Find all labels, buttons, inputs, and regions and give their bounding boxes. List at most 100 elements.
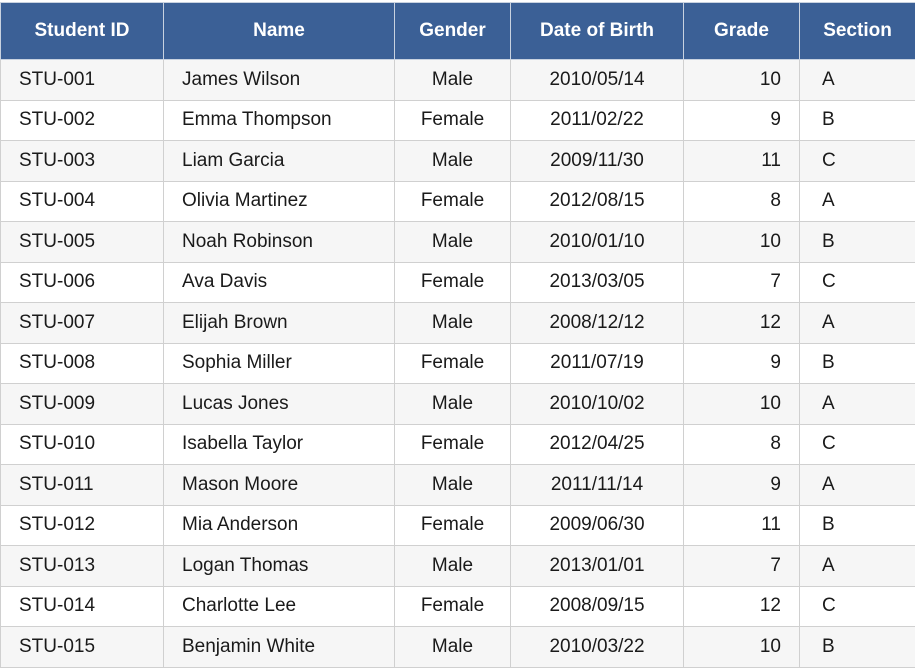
table-cell: Female (394, 261, 511, 303)
table-cell: STU-008 (0, 342, 164, 384)
table-cell: STU-005 (0, 221, 164, 263)
table-cell: B (799, 221, 915, 263)
table-cell: 2011/07/19 (510, 342, 684, 384)
header-row: Student ID Name Gender Date of Birth Grade Se… (0, 2, 915, 60)
table-cell: B (799, 342, 915, 384)
table-header: Student ID Name Gender Date of Birth Grade Se… (0, 2, 915, 60)
column-header: Date of Birth (510, 2, 684, 60)
table-cell: STU-009 (0, 383, 164, 425)
table-cell: 11 (683, 504, 800, 546)
column-header: Section (799, 2, 915, 60)
table-cell: A (799, 464, 915, 506)
table-cell: Olivia Martinez (163, 180, 395, 222)
table-cell: STU-007 (0, 302, 164, 344)
table-cell: Female (394, 585, 511, 627)
table-body: STU-001 James Wilson Male 2010/05/14 10 A STU-… (0, 59, 915, 668)
table-cell: Logan Thomas (163, 545, 395, 587)
table-cell: STU-010 (0, 423, 164, 465)
table-row: STU-011 Mason Moore Male 2011/11/14 9 A (0, 464, 915, 506)
table-cell: Female (394, 99, 511, 141)
table-cell: 2008/09/15 (510, 585, 684, 627)
table-row: STU-003 Liam Garcia Male 2009/11/30 11 C (0, 140, 915, 182)
table-cell: 11 (683, 140, 800, 182)
table-cell: B (799, 504, 915, 546)
table-cell: Male (394, 140, 511, 182)
table-cell: Female (394, 504, 511, 546)
table-cell: STU-001 (0, 59, 164, 101)
table-cell: Female (394, 423, 511, 465)
table-cell: Emma Thompson (163, 99, 395, 141)
table-cell: Noah Robinson (163, 221, 395, 263)
table-cell: 10 (683, 626, 800, 668)
table-cell: 12 (683, 302, 800, 344)
table-cell: STU-011 (0, 464, 164, 506)
table-cell: STU-012 (0, 504, 164, 546)
table-cell: 2010/05/14 (510, 59, 684, 101)
table-row: STU-008 Sophia Miller Female 2011/07/19 9 B (0, 342, 915, 384)
table-cell: C (799, 423, 915, 465)
table-cell: Liam Garcia (163, 140, 395, 182)
table-cell: 2010/01/10 (510, 221, 684, 263)
table-cell: A (799, 302, 915, 344)
column-header: Gender (394, 2, 511, 60)
table-row: STU-012 Mia Anderson Female 2009/06/30 11 B (0, 504, 915, 546)
table-cell: 7 (683, 261, 800, 303)
column-header: Student ID (0, 2, 164, 60)
table-cell: STU-002 (0, 99, 164, 141)
table-cell: B (799, 626, 915, 668)
table-cell: STU-014 (0, 585, 164, 627)
table-cell: 9 (683, 99, 800, 141)
table-cell: 2013/01/01 (510, 545, 684, 587)
table-cell: Female (394, 180, 511, 222)
column-header: Name (163, 2, 395, 60)
table-cell: Benjamin White (163, 626, 395, 668)
table-row: STU-002 Emma Thompson Female 2011/02/22 9 B (0, 99, 915, 141)
table-cell: STU-013 (0, 545, 164, 587)
table-row: STU-015 Benjamin White Male 2010/03/22 10 B (0, 626, 915, 668)
table-cell: 2010/03/22 (510, 626, 684, 668)
table-cell: 2012/08/15 (510, 180, 684, 222)
table-cell: STU-006 (0, 261, 164, 303)
table-cell: Mia Anderson (163, 504, 395, 546)
table-row: STU-009 Lucas Jones Male 2010/10/02 10 A (0, 383, 915, 425)
table-cell: Elijah Brown (163, 302, 395, 344)
table-cell: Mason Moore (163, 464, 395, 506)
table-cell: 10 (683, 221, 800, 263)
table-cell: 2009/06/30 (510, 504, 684, 546)
table-cell: A (799, 545, 915, 587)
table-cell: A (799, 383, 915, 425)
table-cell: 2012/04/25 (510, 423, 684, 465)
table-row: STU-004 Olivia Martinez Female 2012/08/15 8 A (0, 180, 915, 222)
table-cell: James Wilson (163, 59, 395, 101)
table-cell: 2011/02/22 (510, 99, 684, 141)
table-cell: STU-004 (0, 180, 164, 222)
table-cell: 7 (683, 545, 800, 587)
table-cell: STU-003 (0, 140, 164, 182)
table-cell: Male (394, 221, 511, 263)
table-cell: Ava Davis (163, 261, 395, 303)
table-cell: Isabella Taylor (163, 423, 395, 465)
table-cell: B (799, 99, 915, 141)
table-cell: Male (394, 383, 511, 425)
table-cell: 2008/12/12 (510, 302, 684, 344)
table-cell: Sophia Miller (163, 342, 395, 384)
table-cell: C (799, 140, 915, 182)
table-cell: Male (394, 626, 511, 668)
table-cell: Male (394, 545, 511, 587)
table-row: STU-007 Elijah Brown Male 2008/12/12 12 A (0, 302, 915, 344)
table-cell: 12 (683, 585, 800, 627)
table-cell: Male (394, 464, 511, 506)
table-row: STU-001 James Wilson Male 2010/05/14 10 A (0, 59, 915, 101)
table-cell: A (799, 180, 915, 222)
table-cell: Male (394, 302, 511, 344)
table-cell: Male (394, 59, 511, 101)
table-cell: C (799, 585, 915, 627)
table-row: STU-005 Noah Robinson Male 2010/01/10 10 B (0, 221, 915, 263)
table-cell: C (799, 261, 915, 303)
table-cell: 10 (683, 383, 800, 425)
table-cell: 9 (683, 464, 800, 506)
table-cell: 2013/03/05 (510, 261, 684, 303)
table-cell: 2009/11/30 (510, 140, 684, 182)
